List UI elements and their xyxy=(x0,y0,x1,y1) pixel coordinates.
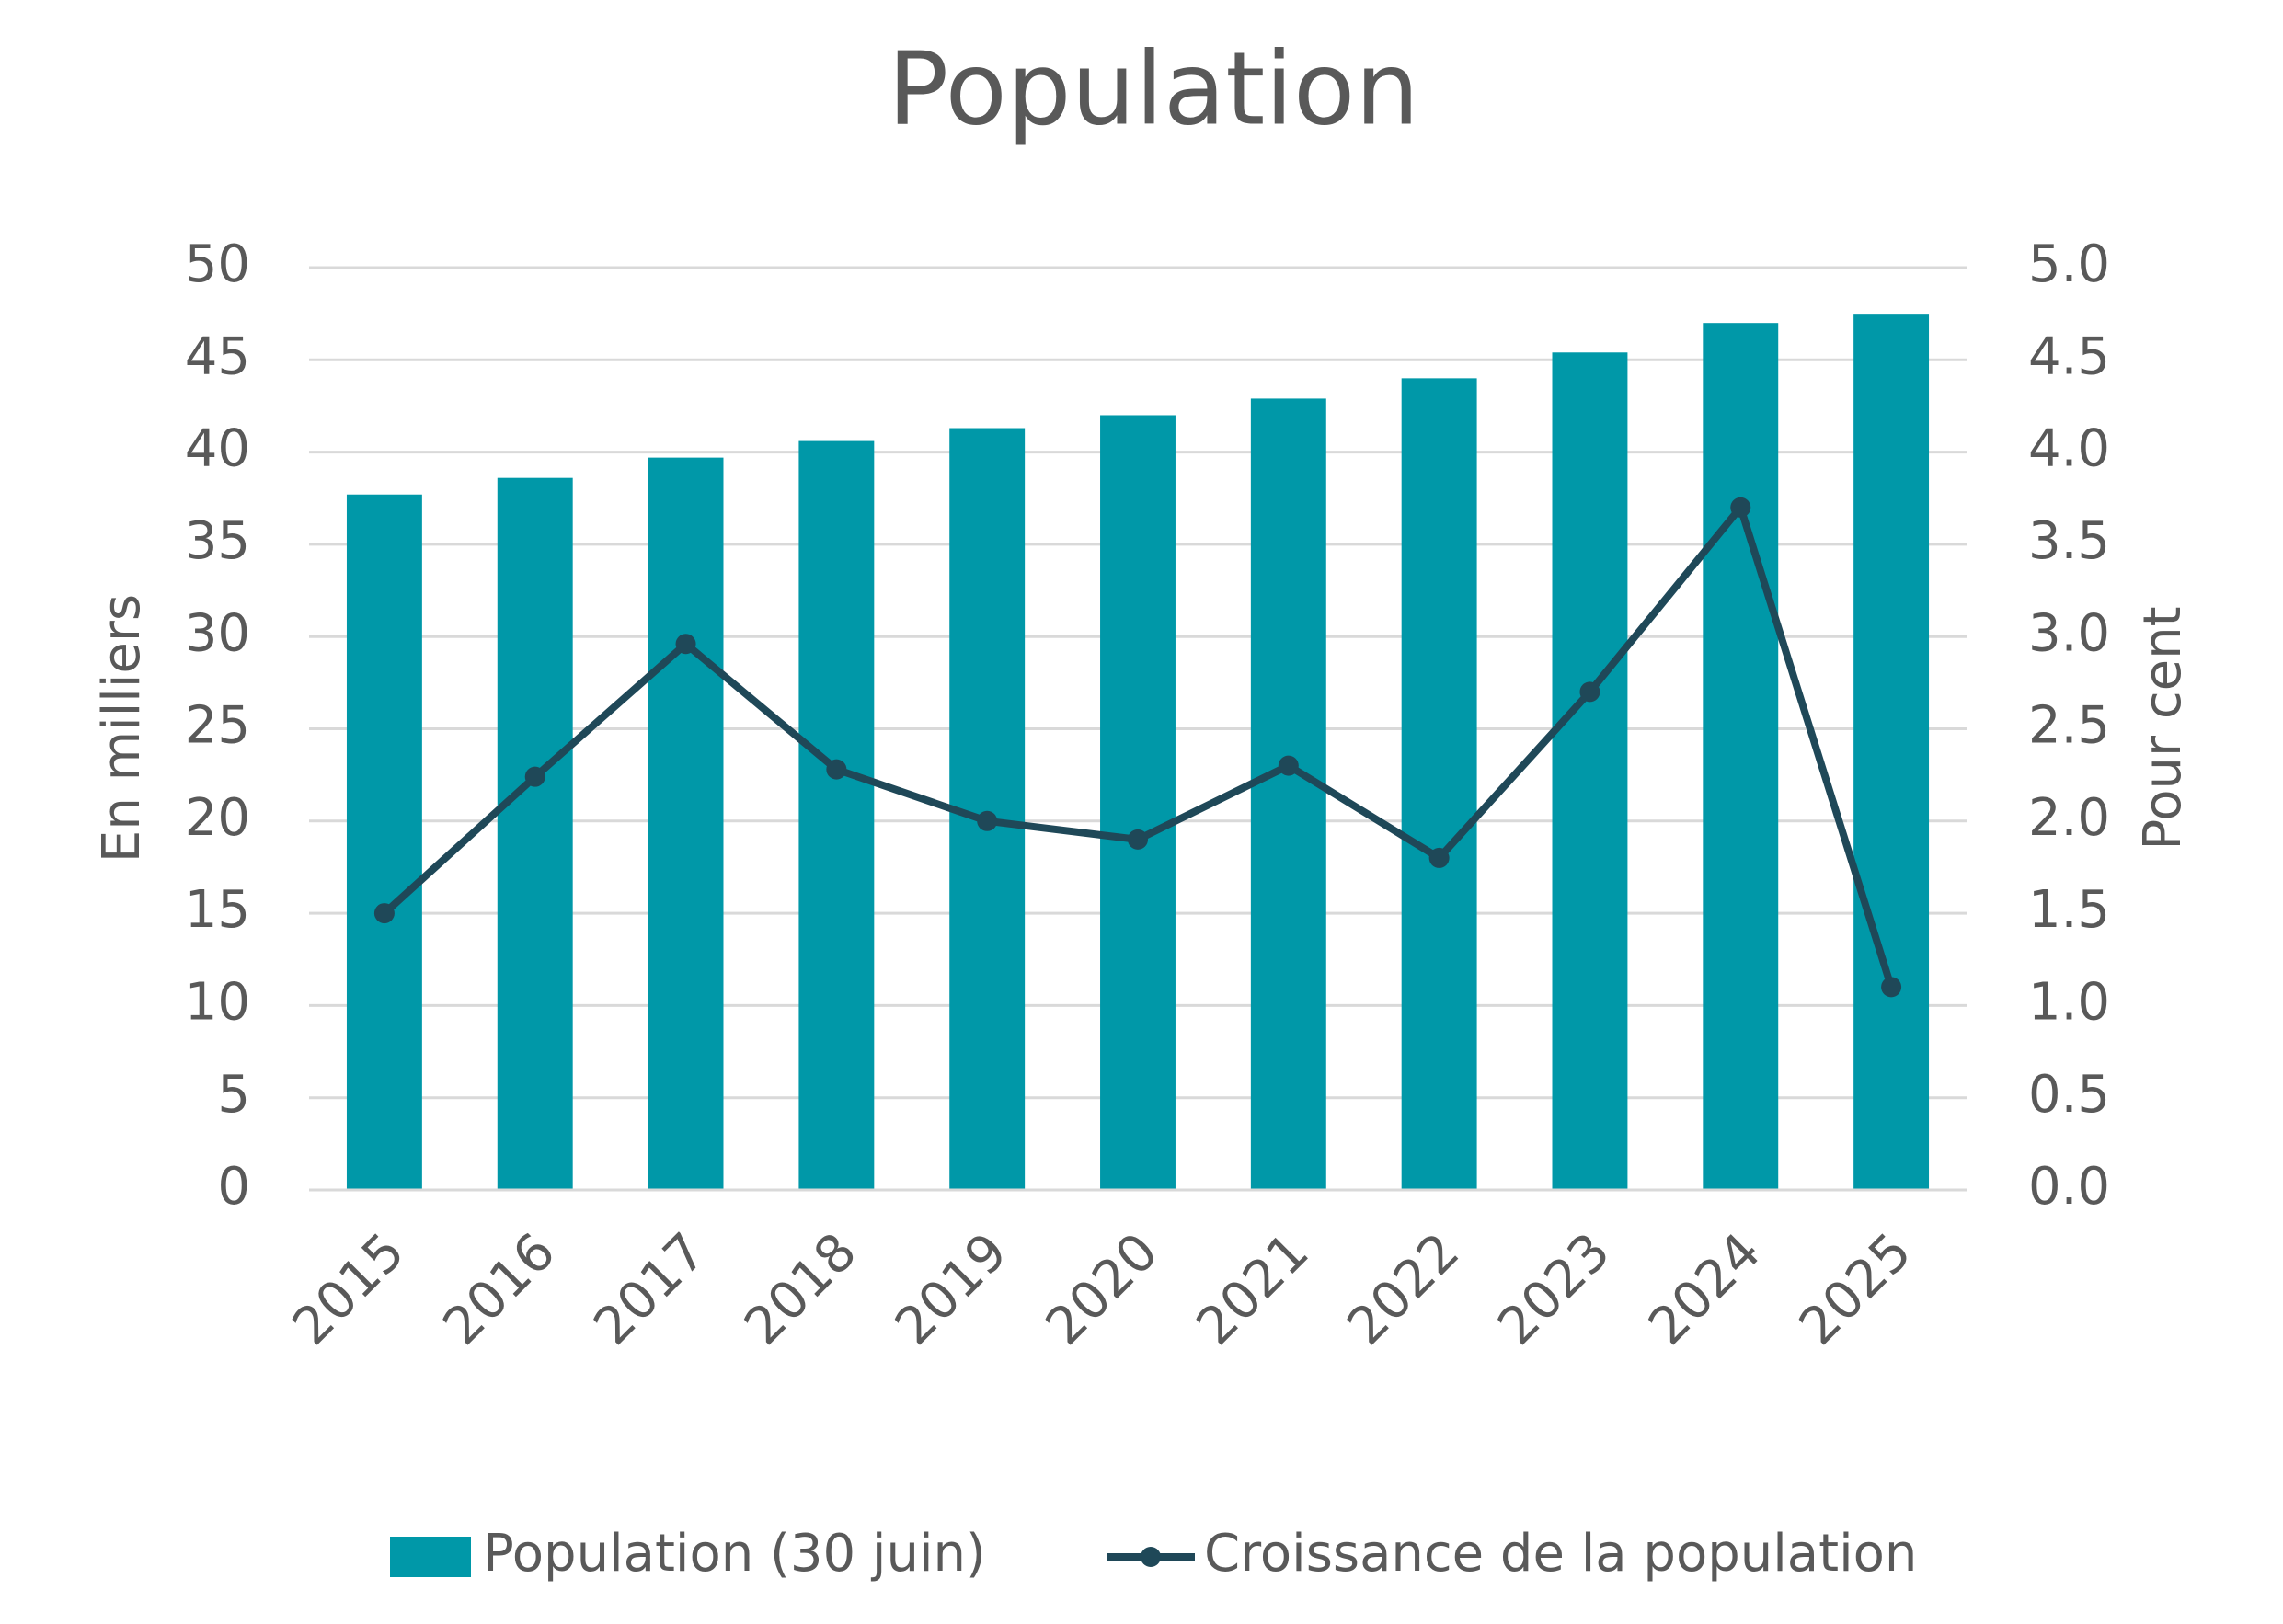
y2-tick-label: 4.5 xyxy=(2028,326,2110,386)
bar xyxy=(1100,415,1176,1191)
x-tick-label: 2018 xyxy=(733,1222,868,1357)
x-tick-label: 2017 xyxy=(582,1222,717,1357)
line-marker xyxy=(1579,681,1600,703)
legend-label: Croissance de la population xyxy=(1204,1524,1917,1584)
line-marker xyxy=(1428,847,1450,868)
line-marker xyxy=(977,810,998,831)
x-tick-label: 2021 xyxy=(1186,1222,1321,1357)
y2-tick-label: 0.5 xyxy=(2028,1065,2110,1125)
y-tick-label: 5 xyxy=(217,1065,250,1125)
y2-tick-label: 1.0 xyxy=(2028,973,2110,1033)
line-marker xyxy=(373,903,395,924)
y-tick-label: 10 xyxy=(185,973,250,1033)
bar xyxy=(1401,378,1477,1190)
bar xyxy=(1552,352,1628,1190)
line-marker xyxy=(524,766,545,787)
line-marker xyxy=(1730,497,1751,518)
y2-tick-label: 4.0 xyxy=(2028,419,2110,479)
bar xyxy=(346,494,422,1190)
y2-tick-label: 3.5 xyxy=(2028,511,2110,571)
x-tick-label: 2023 xyxy=(1486,1222,1622,1357)
x-tick-label: 2015 xyxy=(281,1222,417,1357)
x-tick-label: 2025 xyxy=(1788,1222,1923,1357)
legend-swatch-marker xyxy=(1141,1547,1161,1567)
y2-axis-title: Pour cent xyxy=(2133,606,2193,850)
y-tick-label: 35 xyxy=(185,511,250,571)
y2-tick-label: 5.0 xyxy=(2028,234,2110,294)
line-marker xyxy=(1278,755,1299,776)
bar xyxy=(1853,314,1930,1190)
y-tick-label: 40 xyxy=(185,419,250,479)
x-tick-label: 2020 xyxy=(1035,1222,1170,1357)
y2-tick-label: 2.0 xyxy=(2028,788,2110,848)
y-tick-label: 25 xyxy=(185,696,250,756)
x-tick-label: 2022 xyxy=(1337,1222,1472,1357)
y-tick-label: 50 xyxy=(185,234,250,294)
bar xyxy=(648,457,724,1190)
bar xyxy=(1703,323,1779,1190)
y-tick-label: 15 xyxy=(185,880,250,940)
line-marker xyxy=(826,759,847,780)
x-tick-label: 2019 xyxy=(884,1222,1019,1357)
y2-tick-label: 2.5 xyxy=(2028,696,2110,756)
x-tick-label: 2016 xyxy=(432,1222,568,1357)
line-marker xyxy=(1881,977,1902,998)
y2-tick-label: 3.0 xyxy=(2028,603,2110,663)
y-tick-label: 20 xyxy=(185,788,250,848)
y-tick-label: 30 xyxy=(185,603,250,663)
y-tick-label: 0 xyxy=(217,1157,250,1217)
y-axis-title: En milliers xyxy=(92,594,152,863)
y2-tick-label: 0.0 xyxy=(2028,1157,2110,1217)
chart-title: Population xyxy=(888,29,1419,147)
legend-label: Population (30 juin) xyxy=(483,1524,986,1584)
x-tick-label: 2024 xyxy=(1637,1222,1772,1357)
y-tick-label: 45 xyxy=(185,326,250,386)
bar xyxy=(1250,398,1326,1190)
bar xyxy=(798,440,875,1191)
bar xyxy=(497,477,573,1190)
line-marker xyxy=(675,634,696,655)
legend-swatch xyxy=(390,1537,471,1577)
y2-tick-label: 1.5 xyxy=(2028,880,2110,940)
line-marker xyxy=(1128,829,1148,850)
